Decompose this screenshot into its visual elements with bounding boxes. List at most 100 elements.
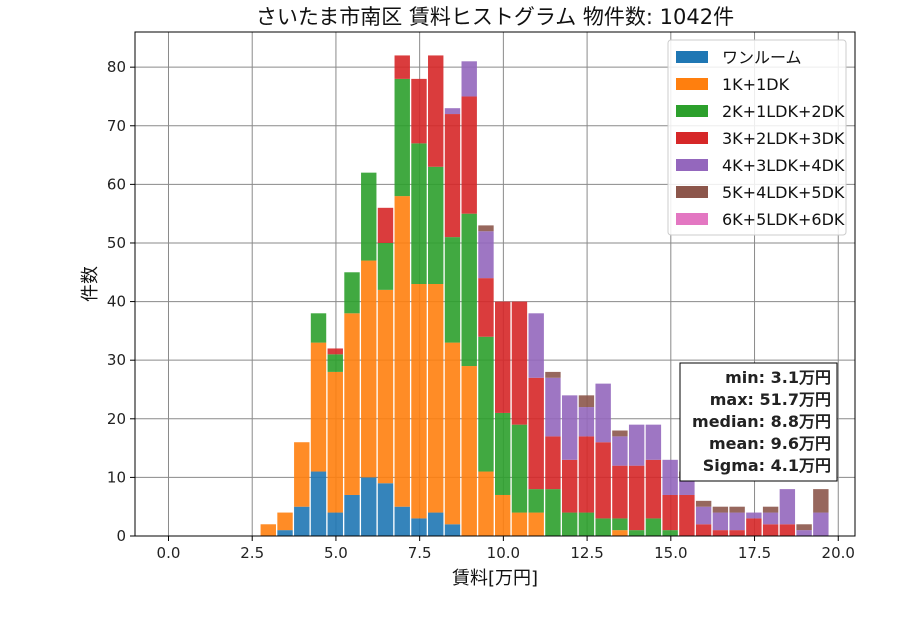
histogram-bar bbox=[394, 506, 410, 536]
histogram-bar bbox=[662, 494, 678, 531]
histogram-bar bbox=[461, 213, 477, 367]
histogram-bar bbox=[478, 231, 494, 279]
stats-box: min: 3.1万円 max: 51.7万円 median: 8.8万円 mean: … bbox=[679, 362, 838, 482]
legend-label: 5K+4LDK+5DK bbox=[722, 183, 845, 202]
legend-swatch bbox=[676, 51, 708, 63]
histogram-bar bbox=[327, 354, 343, 372]
histogram-bar bbox=[528, 489, 544, 513]
histogram-bar bbox=[495, 494, 511, 536]
histogram-bar bbox=[662, 459, 678, 495]
histogram-bar bbox=[545, 436, 561, 490]
x-tick-label: 15.0 bbox=[654, 544, 687, 562]
histogram-bar bbox=[561, 459, 578, 513]
axis-ticks: 0.0 2.5 5.0 7.5 10.0 12.5 15.0 17.5 20.0 0 10 20 30 4… bbox=[107, 58, 855, 562]
histogram-bar bbox=[545, 371, 561, 378]
histogram-bar bbox=[310, 342, 327, 472]
histogram-bar bbox=[628, 424, 645, 466]
histogram-bar bbox=[461, 96, 477, 214]
legend-swatch bbox=[676, 186, 708, 198]
x-axis-label: 賃料[万円] bbox=[452, 568, 538, 589]
x-tick-label: 10.0 bbox=[487, 544, 520, 562]
histogram-bar bbox=[746, 518, 762, 536]
histogram-bar bbox=[762, 524, 779, 536]
histogram-bar bbox=[411, 284, 427, 519]
histogram-bar bbox=[461, 366, 477, 536]
x-tick-label: 2.5 bbox=[240, 544, 264, 562]
legend-swatch bbox=[676, 105, 708, 117]
histogram-bar bbox=[461, 61, 477, 97]
histogram-bar bbox=[528, 377, 544, 490]
histogram-bar bbox=[428, 166, 444, 284]
histogram-bar bbox=[612, 436, 628, 466]
histogram-bar bbox=[561, 395, 578, 460]
histogram-bar bbox=[595, 383, 611, 443]
histogram-bar bbox=[779, 489, 796, 525]
chart-title: さいたま市南区 賃料ヒストグラム 物件数: 1042件 bbox=[256, 5, 734, 29]
stats-line: min: 3.1万円 bbox=[725, 368, 831, 387]
y-tick-label: 40 bbox=[107, 293, 126, 311]
histogram-bar bbox=[578, 407, 595, 437]
histogram-bar bbox=[578, 395, 595, 408]
histogram-bar bbox=[344, 272, 360, 314]
histogram-bar bbox=[528, 313, 544, 378]
histogram-bar bbox=[796, 530, 812, 536]
histogram-bar bbox=[612, 465, 628, 519]
histogram-bar bbox=[294, 506, 310, 536]
histogram-bar bbox=[545, 377, 561, 437]
legend-label: 4K+3LDK+4DK bbox=[722, 156, 845, 175]
y-tick-label: 50 bbox=[107, 234, 126, 252]
histogram-bar bbox=[478, 336, 494, 472]
histogram-bar bbox=[495, 412, 511, 495]
legend-box bbox=[667, 39, 847, 236]
legend-swatch bbox=[676, 213, 708, 225]
x-tick-label: 0.0 bbox=[157, 544, 181, 562]
histogram-bar bbox=[428, 284, 444, 513]
legend-label: 1K+1DK bbox=[722, 75, 790, 94]
histogram-bar bbox=[377, 242, 394, 290]
legend-label: ワンルーム bbox=[722, 48, 802, 67]
legend-swatch bbox=[676, 132, 708, 144]
histogram-bar bbox=[729, 530, 745, 536]
histogram-bar bbox=[411, 78, 427, 144]
histogram-bar bbox=[444, 114, 461, 238]
histogram-bar bbox=[277, 530, 293, 536]
stats-line: median: 8.8万円 bbox=[692, 412, 831, 431]
legend-label: 6K+5LDK+6DK bbox=[722, 210, 845, 229]
legend-label: 2K+1LDK+2DK bbox=[722, 102, 845, 121]
histogram-bar bbox=[578, 436, 595, 513]
histogram-bar bbox=[712, 530, 729, 536]
histogram-bar bbox=[327, 348, 343, 355]
histogram-bar bbox=[277, 512, 293, 531]
histogram-bar bbox=[729, 512, 745, 531]
histogram-bar bbox=[796, 524, 812, 531]
histogram-bar bbox=[578, 512, 595, 536]
histogram-bar bbox=[428, 55, 444, 167]
histogram-bar bbox=[444, 237, 461, 343]
histogram-bar bbox=[679, 477, 695, 495]
legend: ワンルーム 1K+1DK 2K+1LDK+2DK 3K+2LDK+3DK 4K+3LDK… bbox=[667, 39, 847, 236]
histogram-bar bbox=[595, 442, 611, 519]
histogram-bar bbox=[528, 512, 544, 536]
histogram-bar bbox=[327, 512, 343, 536]
histogram-bar bbox=[394, 196, 410, 507]
histogram-bar bbox=[495, 301, 511, 413]
histogram-bar bbox=[545, 489, 561, 536]
histogram-bar bbox=[377, 289, 394, 484]
histogram-bar bbox=[712, 512, 729, 531]
histogram-bar bbox=[444, 342, 461, 525]
y-tick-label: 30 bbox=[107, 351, 126, 369]
histogram-bar bbox=[612, 430, 628, 437]
stats-line: max: 51.7万円 bbox=[710, 390, 831, 409]
histogram-bar bbox=[595, 518, 611, 536]
histogram-bar bbox=[411, 143, 427, 284]
histogram-bar bbox=[511, 424, 528, 513]
histogram-bar bbox=[695, 500, 712, 507]
histogram-bar bbox=[729, 506, 745, 513]
histogram-bar bbox=[411, 518, 427, 536]
histogram-bar bbox=[361, 477, 377, 536]
histogram-bar bbox=[712, 506, 729, 513]
y-tick-label: 60 bbox=[107, 175, 126, 193]
histogram-bar bbox=[310, 313, 327, 343]
histogram-bar bbox=[478, 225, 494, 232]
